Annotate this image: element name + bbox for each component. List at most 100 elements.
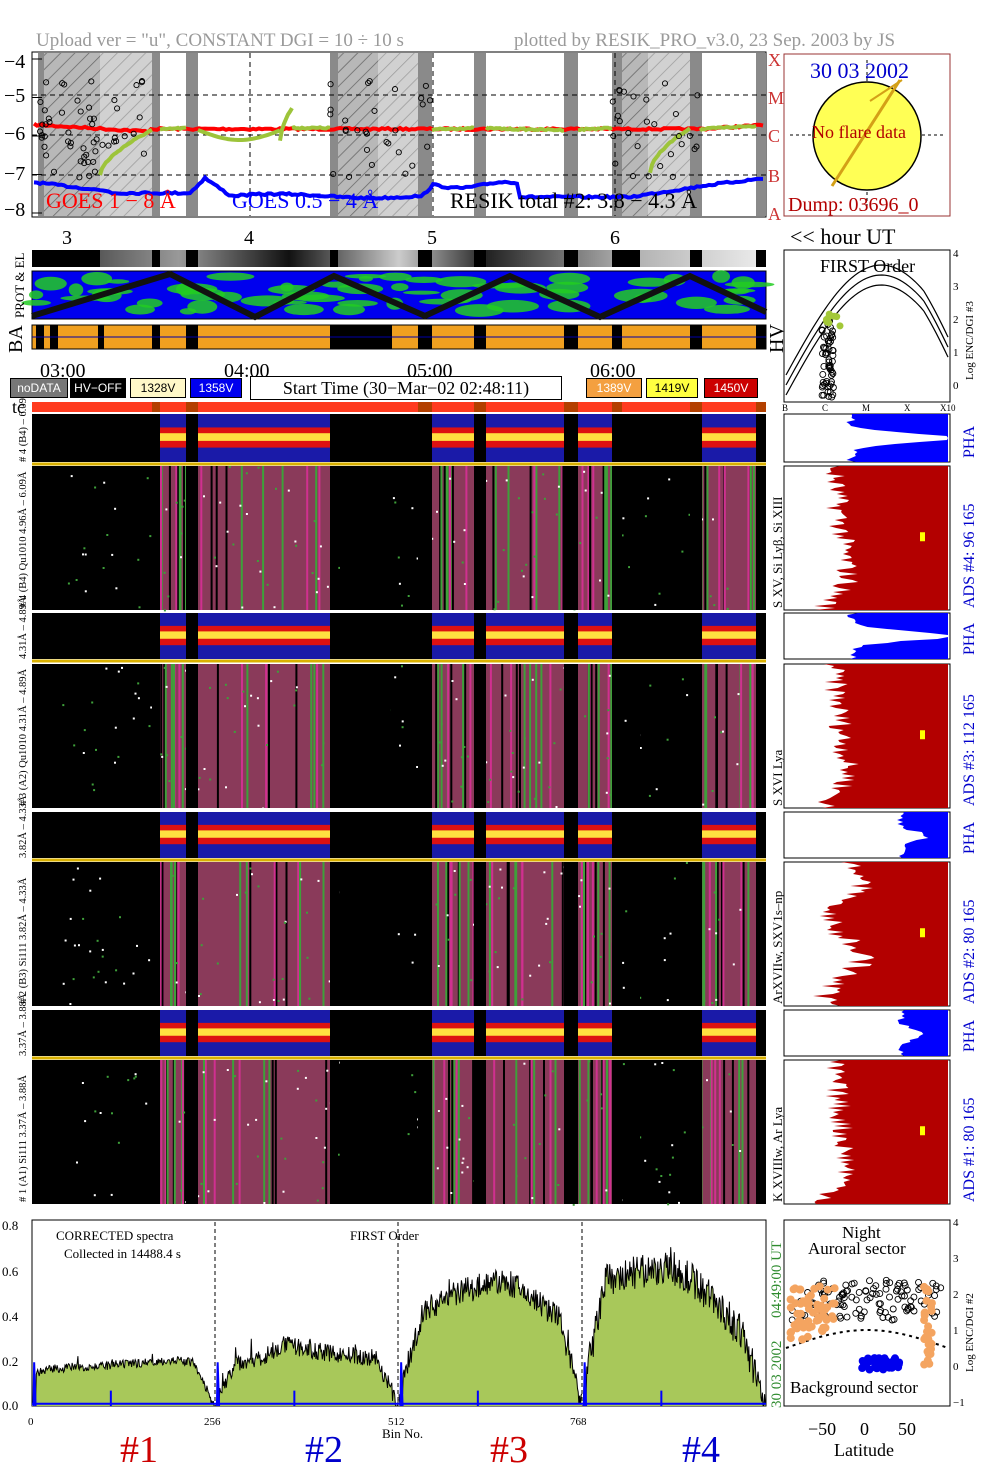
spectrogram-pixel	[449, 477, 452, 480]
spectrogram-pixel	[197, 788, 200, 791]
spectrogram-pixel	[461, 1171, 464, 1174]
spectrogram-pixel	[560, 872, 563, 875]
pha-gap	[32, 812, 40, 858]
tag-nodata: noDATA	[10, 378, 68, 398]
spectrogram-pixel	[106, 534, 109, 536]
channel-label: # 4 (B4) Qu1010 4.96Å – 6.09Å	[17, 471, 29, 608]
spectrogram-stripe	[439, 466, 442, 610]
resik-sample-point	[74, 97, 81, 104]
first-order-title: FIRST Order	[820, 256, 915, 276]
spectrum-line	[31, 1353, 215, 1407]
tc-mark	[474, 402, 486, 412]
resik-sample-point	[667, 151, 674, 158]
spectrogram-pixel	[493, 608, 496, 611]
spectrogram-pixel	[239, 504, 242, 507]
spectrogram-gap	[56, 1060, 60, 1204]
spectrogram-pixel	[146, 477, 149, 480]
orbit-point	[931, 1292, 939, 1300]
fo-ytick: 0	[953, 380, 959, 392]
spectrogram-pixel	[176, 962, 178, 965]
spectrogram-pixel	[461, 756, 463, 759]
first-order-point	[829, 347, 837, 355]
spectrogram-pixel	[150, 706, 153, 709]
spectrogram-stripe	[246, 664, 249, 808]
spectrogram-pixel	[282, 998, 285, 1001]
resik-sample-point	[92, 148, 99, 155]
spectrogram-stripe	[551, 862, 554, 1006]
spectrogram-pixel	[198, 995, 200, 997]
spectrogram-stripe	[515, 1060, 518, 1204]
spectrogram-pixel	[711, 790, 714, 792]
hour-tick: 4	[244, 227, 254, 249]
spectrogram-pixel	[461, 1161, 464, 1164]
resik-sample-point	[99, 141, 106, 148]
spectrogram-pixel	[639, 996, 642, 999]
spectrogram-pixel	[67, 582, 70, 585]
spectrogram-gap	[152, 1060, 160, 1204]
spectrogram-stripe	[170, 862, 173, 1006]
spectrogram-pixel	[515, 1175, 518, 1178]
spectrogram-pixel	[101, 948, 104, 951]
spectrogram-stripe	[432, 1060, 435, 1204]
spectrogram-pixel	[485, 761, 488, 764]
spectrogram-pixel	[447, 938, 450, 941]
resik-sample-point	[327, 81, 334, 88]
spectrogram-pixel	[511, 752, 514, 754]
spectrogram-pixel	[209, 778, 212, 781]
spectrogram-pixel	[272, 978, 275, 981]
resik-sample-point	[330, 170, 337, 178]
resik-sample-point	[368, 161, 375, 168]
spectrogram-pixel	[315, 1137, 318, 1139]
pha-gap	[630, 414, 640, 462]
spectrogram-stripe	[590, 664, 593, 808]
spectrogram-pixel	[282, 1190, 285, 1193]
spectrogram-stripe	[239, 862, 242, 1006]
spectrogram-pixel	[460, 785, 463, 788]
spectrogram-pixel	[628, 566, 631, 569]
spectrogram-stripe	[181, 1060, 184, 1204]
resik-sample-point	[363, 146, 371, 153]
spectrogram-stripe	[200, 466, 203, 610]
legend-goes-0.5-4: GOES 0.5 − 4 Å	[232, 188, 378, 213]
time-tick: 06:00	[590, 360, 636, 382]
spectrogram-pixel	[263, 1202, 266, 1204]
spectrogram-gap	[32, 664, 40, 808]
spectrogram-pixel	[73, 944, 76, 947]
channel-4-label: #4	[682, 1429, 720, 1471]
first-order-point	[822, 379, 830, 387]
el-gap	[690, 250, 702, 267]
spectrogram-stripe	[450, 862, 453, 1006]
spectrogram-gap	[186, 862, 198, 1006]
resik-sample-point	[354, 127, 361, 134]
pha-gap	[330, 414, 338, 462]
orbit-point-orange	[809, 1308, 817, 1317]
spectrogram-pixel	[713, 604, 716, 607]
spectrogram-pixel	[446, 914, 449, 917]
pha-gap	[418, 812, 432, 858]
spectrogram-pixel	[245, 472, 248, 475]
spectrogram-pixel	[321, 1187, 324, 1190]
first-order-point	[829, 327, 836, 335]
pha-gap	[186, 414, 198, 462]
spectrogram-pixel	[555, 806, 558, 808]
spectrogram-stripe	[741, 1060, 744, 1204]
spectrogram-gap	[630, 466, 640, 610]
spectrogram-pixel	[83, 729, 86, 732]
spectrogram-pixel	[728, 1073, 731, 1076]
spectrogram-stripe	[493, 1060, 496, 1204]
pha-band-yellow	[198, 1028, 330, 1036]
spectrum-area	[582, 1247, 766, 1406]
header-left: Upload ver = "u", CONSTANT DGI = 10 ÷ 10…	[36, 30, 404, 51]
orbit-point-orange	[796, 1309, 805, 1318]
resik-sample-point	[81, 160, 88, 167]
spectrogram-pixel	[522, 575, 525, 578]
spectrogram-pixel	[156, 1005, 159, 1008]
resik-sample-point	[422, 82, 429, 89]
spectrogram-active	[160, 466, 186, 610]
spectrogram-stripe	[580, 862, 583, 1006]
spectrogram-pixel	[533, 555, 536, 558]
spectrogram-stripe	[210, 466, 213, 610]
spectrogram-pixel	[599, 579, 601, 582]
orbit-point	[897, 1288, 905, 1296]
spectrogram-gap	[44, 664, 48, 808]
